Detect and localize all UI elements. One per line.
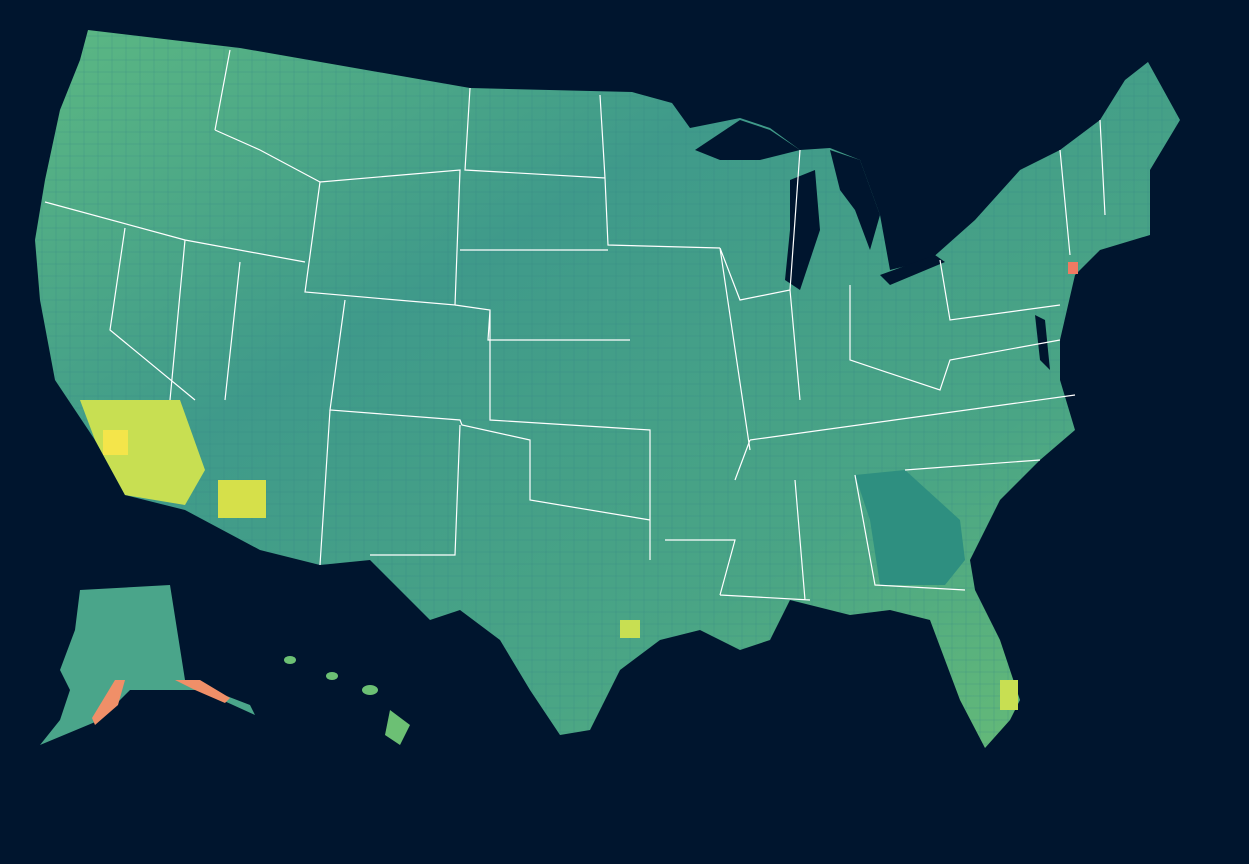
region-la (103, 430, 128, 455)
alaska-peninsula (92, 680, 125, 725)
alaska (40, 585, 255, 745)
region-phoenix (218, 480, 266, 518)
hawaii-oahu (326, 672, 338, 680)
region-austin (620, 620, 640, 638)
region-southwest (80, 400, 205, 505)
lake-erie (880, 255, 945, 285)
lake-michigan (785, 170, 820, 290)
alaska-southeast (175, 680, 230, 703)
region-georgia (855, 470, 965, 585)
state-borders (44, 49, 1106, 601)
chesapeake (1035, 315, 1050, 370)
region-florida (1000, 680, 1018, 710)
hawaii-big-island (385, 710, 410, 745)
region-nyc (1068, 262, 1078, 274)
hawaii-maui (362, 685, 378, 695)
lake-huron (830, 150, 880, 250)
lake-superior (695, 120, 800, 160)
contiguous-us (35, 30, 1180, 748)
hawaii (284, 656, 410, 745)
hawaii-kauai (284, 656, 296, 664)
alaska-land (40, 585, 255, 745)
